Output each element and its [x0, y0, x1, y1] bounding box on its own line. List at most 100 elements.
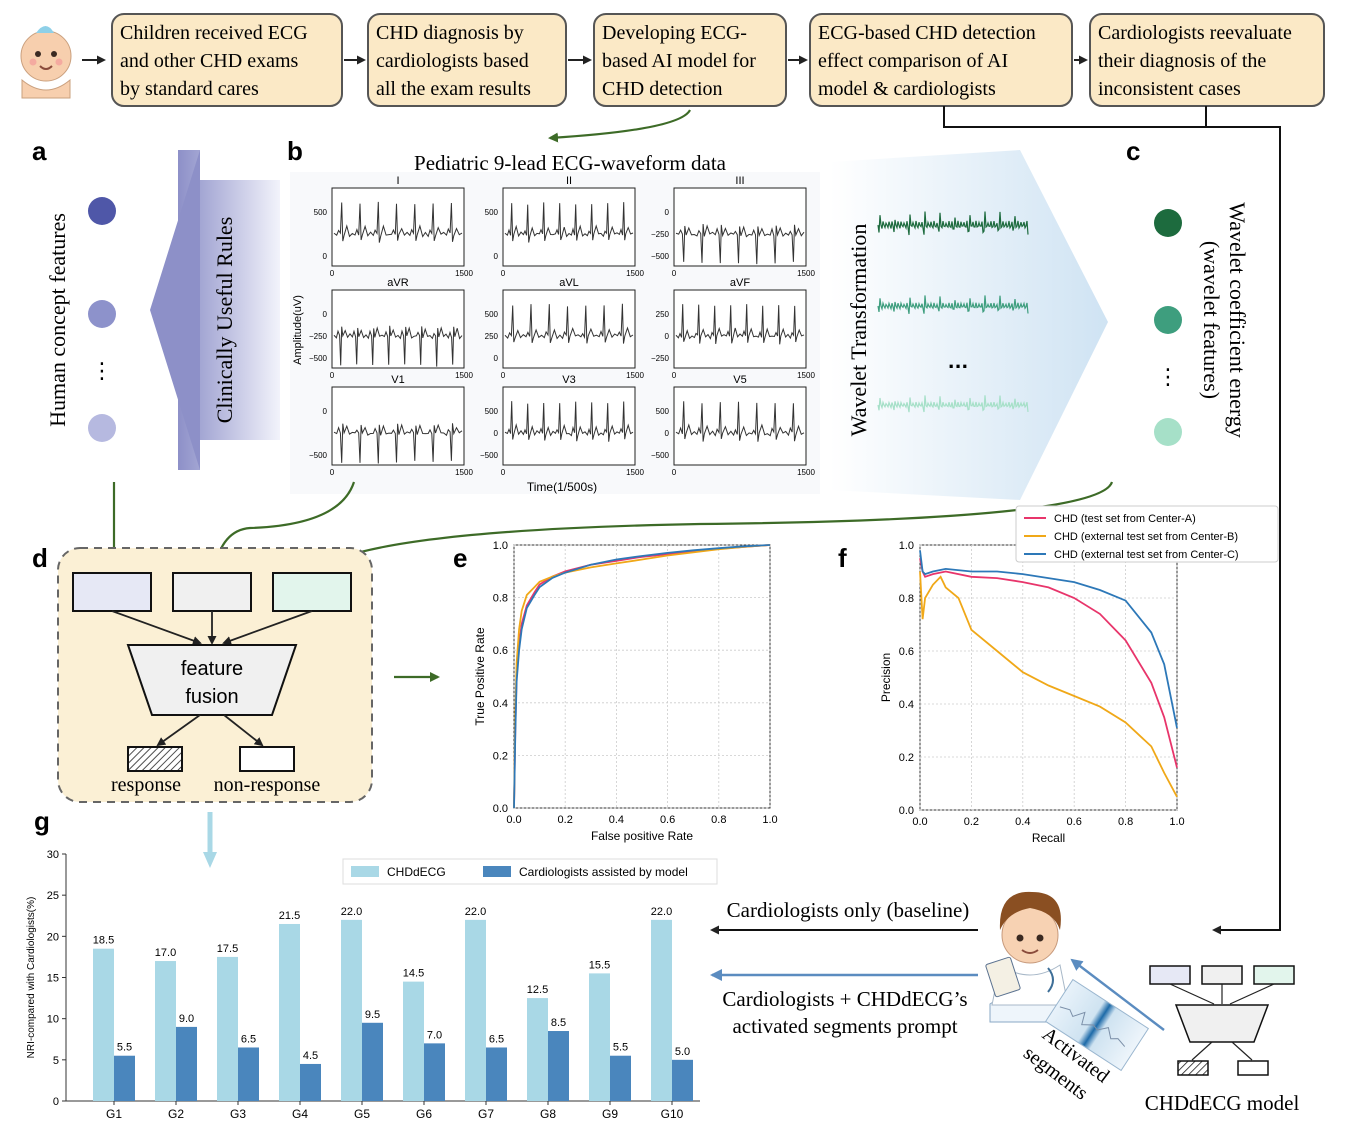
bar-value-label: 9.5	[365, 1009, 380, 1021]
concept-feature-circle	[88, 300, 116, 328]
legend-label: CHD (external test set from Center-C)	[1054, 549, 1239, 561]
ecg-panel-title: Pediatric 9-lead ECG-waveform data	[414, 151, 727, 175]
nri-bar-chart: 0 5 10 15 20 25 30 NRI-compared with Cardiologi…	[26, 849, 718, 1121]
ecg-xtick-label: 0	[672, 269, 677, 278]
ecg-lead-name: aVR	[387, 277, 408, 289]
plot-frame	[919, 544, 1178, 811]
workflow-step-box	[367, 13, 567, 107]
ytick-label: 10	[47, 1014, 59, 1026]
wavelet-features-label: (wavelet features)	[1199, 241, 1224, 399]
series-line	[919, 550, 1178, 729]
workflow-step-text: Children received ECG	[120, 22, 308, 44]
ecg-xtick-label: 1500	[797, 468, 815, 477]
workflow-step-text: Cardiologists reevaluate	[1098, 22, 1292, 44]
ecg-ytick-label: −250	[651, 230, 670, 239]
bar-value-label: 6.5	[241, 1033, 256, 1045]
bottom-right-workflow: Cardiologists only (baseline) Cardiologi…	[710, 891, 1299, 1115]
legend-label: CHD (test set from Center-A)	[1054, 513, 1196, 525]
ecg-ytick-label: 500	[656, 407, 670, 416]
workflow-step-box	[809, 13, 1073, 107]
plot-frame	[513, 544, 771, 809]
bar-value-label: 12.5	[527, 984, 548, 996]
workflow-step-text: and other CHD exams	[120, 50, 299, 72]
bar-value-label: 17.0	[155, 947, 176, 959]
workflow-steps: Children received ECG and other CHD exams…	[111, 13, 1325, 107]
bar-value-label: 8.5	[551, 1017, 566, 1029]
ecg-xtick-label: 0	[330, 371, 335, 380]
bar	[589, 973, 610, 1101]
wavelet-feature-circle	[1154, 418, 1182, 446]
ecg-ytick-label: −500	[480, 451, 499, 460]
bar-value-label: 15.5	[589, 959, 610, 971]
ytick-label: 1.0	[899, 540, 914, 552]
workflow-step-text: effect comparison of AI	[818, 50, 1008, 72]
ecg-lead-frame	[502, 289, 636, 369]
wavelet-feature-box	[272, 572, 352, 612]
xtick-label: 0.0	[506, 814, 521, 826]
ecg-waveform	[675, 304, 805, 345]
bar-value-label: 21.5	[279, 910, 300, 922]
response-output-box	[127, 746, 183, 772]
ecg-lead-frame	[331, 289, 465, 369]
panel-b: Pediatric 9-lead ECG-waveform data Ampli…	[290, 151, 820, 494]
wavelet-ellipsis: ...	[948, 352, 969, 373]
ytick-label: 0.8	[899, 593, 914, 605]
legend-label: CHD (external test set from Center-B)	[1054, 531, 1238, 543]
ytick-label: 0.2	[899, 752, 914, 764]
wavelet-transformation-label: Wavelet Transformation	[846, 224, 871, 437]
wavelet-energy-label: Wavelet coefficient energy	[1225, 202, 1250, 438]
category-label: G1	[106, 1107, 122, 1121]
ecg-ytick-label: 250	[485, 332, 499, 341]
ecg-lead-frame	[502, 187, 636, 267]
bar-value-label: 6.5	[489, 1033, 504, 1045]
ytick-label: 0.8	[493, 593, 508, 605]
response-label: response	[111, 774, 181, 796]
category-label: G3	[230, 1107, 246, 1121]
ytick-label: 0.6	[493, 645, 508, 657]
ytick-label: 0.4	[899, 699, 914, 711]
wavelet-feature-circle	[1154, 209, 1182, 237]
category-label: G4	[292, 1107, 308, 1121]
ecg-ytick-label: 0	[494, 354, 499, 363]
bar	[403, 981, 424, 1101]
ecg-xtick-label: 1500	[455, 468, 473, 477]
bar	[651, 919, 672, 1101]
bar	[279, 923, 300, 1101]
workflow-step-text: based AI model for	[602, 50, 756, 72]
ytick-label: 0.0	[493, 803, 508, 815]
ecg-ytick-label: −500	[651, 451, 670, 460]
ecg-feature-box	[172, 572, 252, 612]
ecg-xtick-label: 0	[501, 269, 506, 278]
baby-icon	[20, 26, 72, 99]
bar-value-label: 22.0	[651, 906, 672, 918]
bar-value-label: 7.0	[427, 1029, 442, 1041]
legend-swatch	[483, 866, 511, 877]
ecg-ytick-label: 0	[323, 252, 328, 261]
ecg-ytick-label: 500	[485, 310, 499, 319]
ecg-xtick-label: 1500	[626, 371, 644, 380]
ecg-waveform	[504, 303, 634, 344]
ecg-lead-name: II	[566, 175, 572, 187]
panel-label-c: c	[1126, 136, 1140, 166]
ecg-ytick-label: 0	[665, 208, 670, 217]
ecg-lead-name: III	[735, 175, 744, 187]
ellipsis-vertical: ⋮	[1157, 365, 1179, 390]
category-label: G2	[168, 1107, 184, 1121]
ecg-ytick-label: 0	[323, 407, 328, 416]
x-axis-label: False positive Rate	[591, 829, 693, 843]
ecg-waveform	[504, 401, 634, 442]
wavelet-waveform	[877, 211, 1029, 236]
model-to-doctor-arrow	[1070, 958, 1165, 1031]
wavelet-waveform	[877, 295, 1029, 314]
ecg-ytick-label: 500	[485, 208, 499, 217]
y-axis-label: NRI-compared with Cardiologists(%)	[26, 897, 37, 1059]
bar-value-label: 4.5	[303, 1050, 318, 1062]
bar	[548, 1031, 569, 1101]
category-label: G7	[478, 1107, 494, 1121]
xtick-label: 0.4	[1015, 816, 1030, 828]
bar	[341, 919, 362, 1101]
bar	[465, 919, 486, 1101]
assisted-label-line1: Cardiologists + CHDdECG’s	[722, 987, 967, 1011]
ecg-lead-frame	[331, 187, 465, 267]
legend-swatch	[351, 866, 379, 877]
